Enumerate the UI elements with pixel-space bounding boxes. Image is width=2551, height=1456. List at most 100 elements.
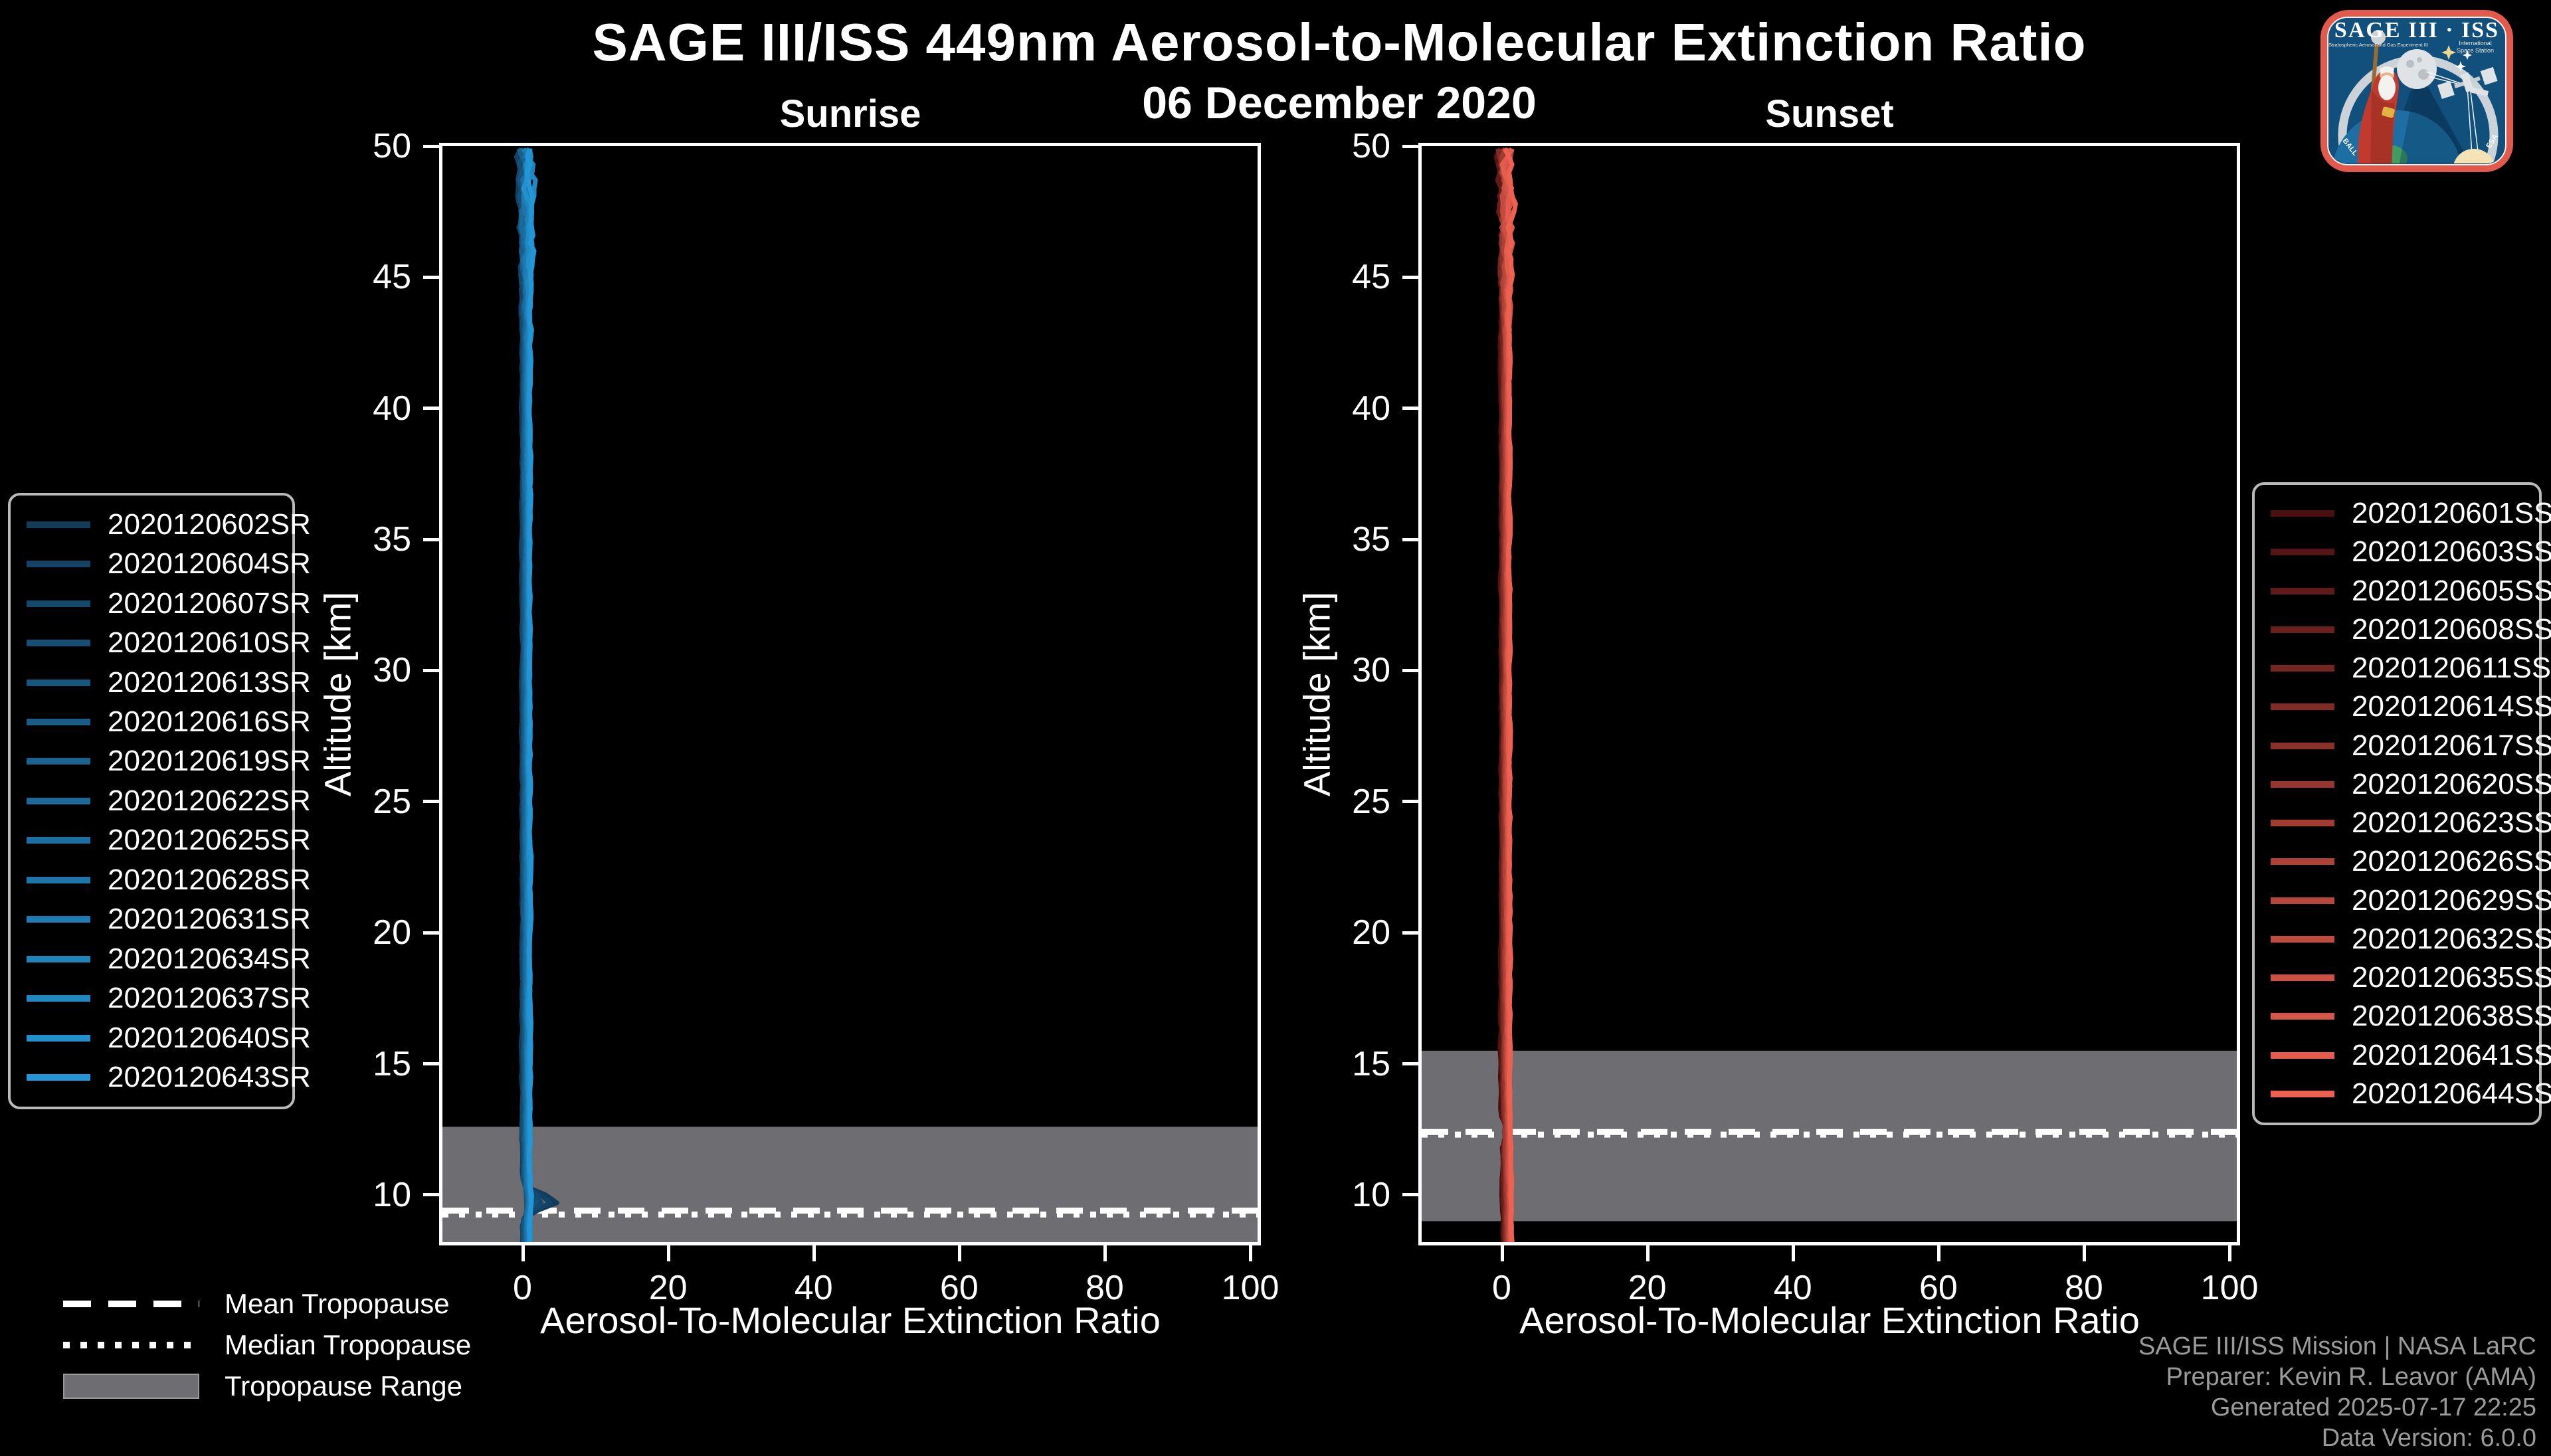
legend-event-label: 2020120607SR <box>108 587 311 620</box>
y-tick <box>1402 800 1418 804</box>
moon-icon <box>2397 49 2437 89</box>
iss-icon <box>2437 66 2498 100</box>
y-tick-label: 10 <box>373 1175 411 1214</box>
legend-line-sample <box>27 679 90 686</box>
x-axis-label: Aerosol-To-Molecular Extinction Ratio <box>1519 1299 2140 1341</box>
y-tick <box>423 144 439 148</box>
y-tick-label: 10 <box>1352 1175 1390 1214</box>
x-tick-label: 20 <box>1628 1269 1667 1307</box>
legend-line-sample <box>27 1074 90 1081</box>
legend-item: 2020120610SR <box>27 626 311 660</box>
legend-sunset-events: 2020120601SS 2020120603SS 2020120605SS 2020… <box>2252 482 2551 1125</box>
legend-item: 2020120607SR <box>27 587 311 620</box>
y-tick <box>1402 407 1418 410</box>
legend-item: 2020120611SS <box>2271 652 2551 685</box>
legend-line-sample <box>27 561 90 568</box>
plot-box-sunset <box>1418 143 2240 1245</box>
legend-item: 2020120602SR <box>27 508 311 541</box>
legend-item: 2020120604SR <box>27 547 311 581</box>
profile-line-2020120644SS <box>1502 147 1518 1242</box>
y-tick <box>1402 144 1418 148</box>
x-tick-label: 40 <box>1773 1269 1812 1307</box>
x-axis-label: Aerosol-To-Molecular Extinction Ratio <box>540 1299 1161 1341</box>
legend-line-sample <box>2271 703 2334 711</box>
plot-canvas-sunrise <box>442 147 1258 1242</box>
legend-item: 2020120643SR <box>27 1061 311 1094</box>
y-tick-label: 45 <box>373 258 411 297</box>
legend-item: 2020120622SR <box>27 784 311 818</box>
patch-subtitle-space-station: Space Station <box>2457 47 2494 54</box>
tropopause-range-legend-item: Tropopause Range <box>63 1370 471 1402</box>
x-tick <box>812 1245 816 1261</box>
x-tick <box>521 1245 525 1261</box>
median-tropopause-legend-item: Median Tropopause <box>63 1329 471 1360</box>
legend-item: 2020120605SS <box>2271 575 2551 608</box>
legend-line-sample <box>2271 549 2334 556</box>
panel-title-sunset: Sunset <box>1765 92 1894 136</box>
attribution-data-version: Data Version: 6.0.0 <box>2321 1424 2536 1452</box>
legend-event-label: 2020120641SS <box>2352 1038 2551 1071</box>
legend-event-label: 2020120620SS <box>2352 767 2551 800</box>
profile-line-2020120643SR <box>524 147 537 1242</box>
legend-line-sample <box>2271 1013 2334 1020</box>
legend-item: 2020120641SS <box>2271 1039 2551 1072</box>
x-tick-label: 100 <box>1221 1269 1279 1307</box>
legend-event-label: 2020120625SR <box>108 824 311 857</box>
legend-item: 2020120601SS <box>2271 497 2551 530</box>
y-tick-label: 30 <box>1352 651 1390 690</box>
y-tick-label: 35 <box>373 520 411 559</box>
legend-line-sample <box>2271 1051 2334 1059</box>
legend-event-label: 2020120617SS <box>2352 729 2551 762</box>
y-tick <box>423 537 439 541</box>
y-axis-label: Altitude [km] <box>1295 591 1338 797</box>
x-tick-label: 60 <box>939 1269 979 1307</box>
patch-subtitle-international: International <box>2459 40 2492 46</box>
panel-title-sunrise: Sunrise <box>779 92 921 136</box>
plot-box-sunrise <box>439 143 1261 1245</box>
x-tick <box>1937 1245 1940 1261</box>
legend-item: 2020120623SS <box>2271 806 2551 840</box>
y-tick-label: 30 <box>373 651 411 690</box>
y-tick <box>423 275 439 279</box>
star-icon <box>2441 45 2456 60</box>
legend-event-label: 2020120631SR <box>108 903 311 936</box>
legend-event-label: 2020120634SR <box>108 942 311 975</box>
legend-line-sample <box>2271 897 2334 904</box>
legend-line-sample <box>2271 858 2334 865</box>
legend-item: 2020120619SR <box>27 745 311 778</box>
legend-event-label: 2020120610SR <box>108 626 311 660</box>
legend-line-sample <box>27 640 90 647</box>
x-tick-label: 60 <box>1919 1269 1958 1307</box>
y-tick <box>1402 668 1418 672</box>
y-tick <box>423 800 439 804</box>
x-tick-label: 0 <box>513 1269 532 1307</box>
x-tick <box>957 1245 961 1261</box>
legend-line-sample <box>2271 1090 2334 1097</box>
legend-item: 2020120603SS <box>2271 535 2551 569</box>
legend-item: 2020120613SR <box>27 666 311 699</box>
x-tick <box>1249 1245 1253 1261</box>
x-tick <box>1500 1245 1504 1261</box>
legend-item: 2020120626SS <box>2271 845 2551 878</box>
x-tick <box>1646 1245 1650 1261</box>
legend-event-label: 2020120632SS <box>2352 922 2551 955</box>
sage-iii-iss-mission-patch: SAGE III · ISS Stratospheric Aerosol and… <box>2320 10 2513 172</box>
y-tick <box>1402 537 1418 541</box>
y-tick-label: 40 <box>1352 389 1390 428</box>
legend-line-sample <box>27 521 90 528</box>
y-tick-label: 20 <box>1352 913 1390 953</box>
legend-event-label: 2020120604SR <box>108 547 311 581</box>
legend-line-sample <box>27 797 90 804</box>
legend-item: 2020120632SS <box>2271 923 2551 956</box>
legend-item: 2020120620SS <box>2271 768 2551 801</box>
legend-event-label: 2020120602SR <box>108 507 311 541</box>
tropopause-range-band <box>442 1127 1258 1242</box>
legend-line-sample <box>2271 820 2334 827</box>
legend-line-sample <box>2271 665 2334 672</box>
y-tick <box>1402 275 1418 279</box>
tropopause-legend: Mean Tropopause Median Tropopause Tropop… <box>63 1288 471 1402</box>
legend-event-label: 2020120614SS <box>2352 690 2551 723</box>
y-tick <box>423 1193 439 1197</box>
